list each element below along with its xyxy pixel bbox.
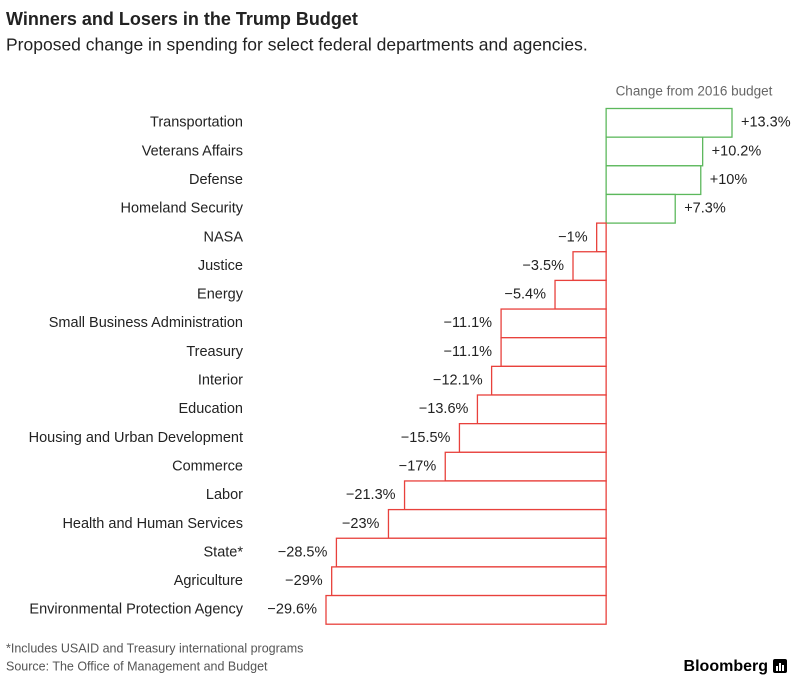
category-label: Transportation (150, 115, 243, 131)
bar (605, 165, 702, 196)
chart-title: Winners and Losers in the Trump Budget (6, 9, 358, 29)
category-label: Health and Human Services (62, 516, 243, 532)
value-label: −17% (399, 458, 437, 474)
value-label: −23% (342, 516, 380, 532)
bar (458, 422, 607, 453)
value-label: −1% (558, 229, 588, 245)
category-label: Justice (198, 258, 243, 274)
bar (444, 451, 607, 482)
value-label: −11.1% (444, 315, 493, 331)
category-label: NASA (204, 229, 244, 245)
bar (596, 222, 607, 253)
bar (605, 136, 704, 167)
bar (500, 308, 607, 339)
value-label: +13.3% (741, 115, 791, 131)
value-label: +10.2% (712, 143, 762, 159)
bar (331, 566, 607, 597)
category-label: Housing and Urban Development (29, 430, 243, 446)
brand: Bloomberg (684, 658, 768, 675)
category-label: Environmental Protection Agency (29, 602, 243, 618)
category-label: Commerce (172, 458, 243, 474)
category-label: Agriculture (174, 573, 243, 589)
category-label: Defense (189, 172, 243, 188)
category-label: Treasury (186, 344, 243, 360)
category-label: Labor (206, 487, 243, 503)
bar (335, 537, 607, 568)
value-label: −29.6% (267, 602, 317, 618)
bar (476, 394, 607, 425)
footnote: *Includes USAID and Treasury internation… (6, 641, 303, 655)
value-label: −28.5% (278, 544, 328, 560)
bar (387, 508, 607, 539)
bar (605, 107, 733, 138)
category-label: Homeland Security (121, 201, 244, 217)
category-label: Interior (198, 373, 243, 389)
bar (605, 193, 676, 224)
value-label: −21.3% (346, 487, 396, 503)
category-label: Veterans Affairs (142, 143, 243, 159)
category-label: Energy (197, 287, 244, 303)
value-label: −3.5% (522, 258, 564, 274)
value-label: −13.6% (419, 401, 469, 417)
value-label: −12.1% (433, 373, 483, 389)
category-label: State* (204, 544, 244, 560)
bar (490, 365, 607, 396)
chart-subtitle: Proposed change in spending for select f… (6, 35, 588, 55)
value-label: −11.1% (444, 344, 493, 360)
bar (572, 251, 607, 282)
category-label: Small Business Administration (49, 315, 243, 331)
bar (500, 337, 607, 368)
value-label: −29% (285, 573, 323, 589)
category-label: Education (179, 401, 244, 417)
value-label: +10% (710, 172, 748, 188)
axis-label: Change from 2016 budget (616, 84, 773, 99)
source: Source: The Office of Management and Bud… (6, 659, 268, 673)
bar (325, 594, 607, 625)
brand-icon (773, 659, 787, 673)
bar (403, 480, 607, 511)
value-label: +7.3% (684, 201, 726, 217)
bar (554, 279, 607, 310)
value-label: −15.5% (401, 430, 451, 446)
value-label: −5.4% (504, 287, 546, 303)
